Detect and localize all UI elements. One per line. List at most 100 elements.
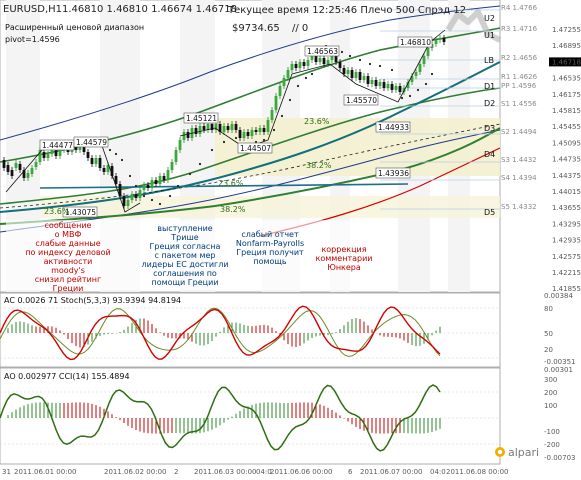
sar-dot [120,158,124,162]
level-pp: PP 1.4596 [501,82,537,90]
callout-box [62,206,98,218]
candle-body [86,152,90,158]
candle-body [322,58,326,64]
price-callout: 1.45121 [186,114,217,123]
candle-body [30,168,34,174]
sar-dot [340,50,344,54]
candle-body [370,80,374,84]
sar-dot [296,84,300,88]
level-r2: R2 1.4656 [501,54,538,62]
candle-body [302,62,306,66]
candle-body [146,185,150,188]
annotation-line: выступление [157,224,213,233]
candle-body [150,180,154,188]
candle-body [262,128,266,132]
candle-body [406,82,410,88]
candle-body [254,130,258,132]
news-box [6,220,398,290]
price-callout: 1.44579 [76,138,107,147]
price-callouts: 1.44477 1.44579 1.43075 1.45121 1.44507 … [39,36,433,218]
candle-body [238,130,242,138]
annotation-line: сообщение [45,221,92,230]
ohlc-readout: 1.46810 1.46810 1.46674 1.46718 [62,4,237,15]
time-label: 04:0 [430,468,446,476]
ao-cci-panel [0,367,501,465]
candle-body [286,70,290,78]
range-label: Расширенный ценовой диапазон [5,23,144,32]
sar-dot [134,184,138,188]
candle-body [106,165,110,172]
ao-axis-label: 300 [544,376,557,384]
candle-body [418,64,422,72]
level-u2: U2 [484,14,495,23]
level-s5: S5 1.4332 [501,203,537,211]
candle-body [330,56,334,60]
candle-body [318,58,322,62]
candle-body [122,196,126,206]
sar-dot [222,140,226,144]
candle-body [170,162,174,170]
sar-dot [288,98,292,102]
annotation-line: о МВФ [55,230,82,239]
deposit-suffix: // 0 [292,23,308,34]
candle-body [54,149,58,156]
candle-body [134,194,138,198]
price-tick-label: 1.44375 [552,172,581,180]
candle-body [94,158,98,164]
cci-line [0,384,441,452]
annotation-line: Греции [53,284,84,293]
candle-body [398,86,402,92]
price-tick-label: 1.45095 [552,139,581,147]
slow-ma-line [0,127,501,225]
time-label: 2011.06.07 00:00 [360,468,422,476]
level-s3: S3 1.4432 [501,156,537,164]
time-label: 2011.06.01 00:00 [14,468,76,476]
level-u1: U1 [484,31,495,40]
callout-box [375,121,411,133]
candle-body [250,130,254,136]
sar-dot [188,172,192,176]
candle-body [38,150,42,162]
ac-axis-label: 80 [544,305,553,313]
candle-body [310,56,314,60]
price-tick-label: 1.42935 [552,237,581,245]
sar-dot [378,64,382,68]
sar-dot [368,62,372,66]
candle-body [230,124,234,130]
sar-dot [424,82,428,86]
time-label: 31 [2,468,11,476]
callout-box [183,112,219,124]
annotation-line: снизил рейтинг [35,275,101,284]
lower-band-line [0,129,501,233]
candle-body [346,70,350,74]
price-tick-label: 1.41855 [552,285,581,293]
annotation-line: активности [44,257,93,266]
annotation-line: слабые данные [35,239,100,248]
time-label: 2011.06.02 00:00 [104,468,166,476]
annotation-line: moody's [51,266,85,275]
candle-body [306,60,310,66]
level-s1: S1 1.4556 [501,100,537,108]
candle-body [258,128,262,132]
price-tick-label: 1.42575 [552,253,581,261]
level-d1: D1 [484,82,495,91]
candle-body [182,132,186,140]
sar-dot [262,138,266,142]
candle-body [154,180,158,184]
candle-body [334,56,338,62]
sar-dot [408,94,412,98]
candle-body [198,126,202,134]
callout-box [73,136,109,148]
price-callout: 1.46810 [400,38,431,47]
candle-body [178,140,182,150]
annotation-line: комментарии [316,254,373,263]
candle-body [358,72,362,80]
annotation-line: Греция согласна [150,242,221,251]
candle-body [22,170,26,178]
candle-body [290,64,294,70]
candle-body [14,163,18,168]
